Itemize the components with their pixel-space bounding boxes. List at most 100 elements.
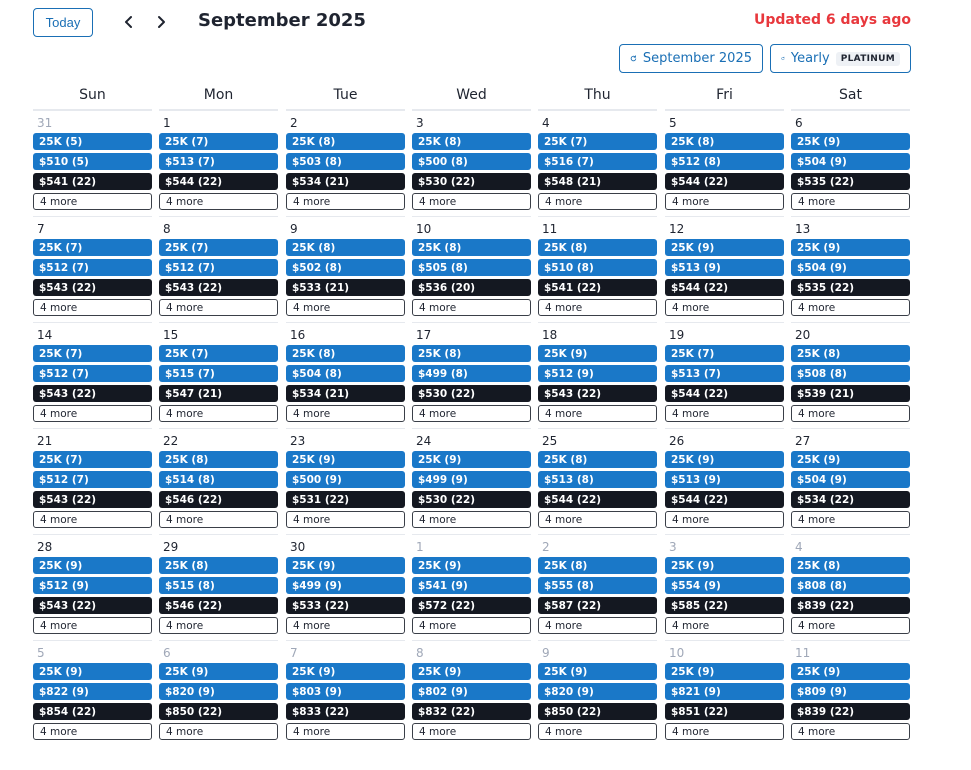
event-price-alt[interactable]: $572 (22)	[412, 597, 531, 614]
calendar-day-cell[interactable]: 1 25K (7) $513 (7) $544 (22) 4 more	[159, 110, 278, 216]
event-points[interactable]: 25K (8)	[538, 451, 657, 468]
event-price[interactable]: $510 (8)	[538, 259, 657, 276]
event-price[interactable]: $555 (8)	[538, 577, 657, 594]
event-price[interactable]: $809 (9)	[791, 683, 910, 700]
calendar-day-cell[interactable]: 2 25K (8) $555 (8) $587 (22) 4 more	[538, 534, 657, 640]
event-price-alt[interactable]: $533 (21)	[286, 279, 405, 296]
calendar-day-cell[interactable]: 1 25K (9) $541 (9) $572 (22) 4 more	[412, 534, 531, 640]
calendar-day-cell[interactable]: 8 25K (9) $802 (9) $832 (22) 4 more	[412, 640, 531, 746]
event-price[interactable]: $502 (8)	[286, 259, 405, 276]
calendar-day-cell[interactable]: 3 25K (8) $500 (8) $530 (22) 4 more	[412, 110, 531, 216]
more-events-button[interactable]: 4 more	[791, 405, 910, 422]
event-price[interactable]: $802 (9)	[412, 683, 531, 700]
calendar-day-cell[interactable]: 5 25K (9) $822 (9) $854 (22) 4 more	[33, 640, 152, 746]
event-price-alt[interactable]: $544 (22)	[665, 491, 784, 508]
next-month-button[interactable]	[149, 10, 173, 34]
event-price[interactable]: $508 (8)	[791, 365, 910, 382]
more-events-button[interactable]: 4 more	[538, 511, 657, 528]
more-events-button[interactable]: 4 more	[286, 193, 405, 210]
event-points[interactable]: 25K (9)	[412, 663, 531, 680]
event-price-alt[interactable]: $530 (22)	[412, 173, 531, 190]
event-price[interactable]: $803 (9)	[286, 683, 405, 700]
calendar-day-cell[interactable]: 23 25K (9) $500 (9) $531 (22) 4 more	[286, 428, 405, 534]
event-price-alt[interactable]: $544 (22)	[538, 491, 657, 508]
event-points[interactable]: 25K (7)	[33, 451, 152, 468]
calendar-day-cell[interactable]: 9 25K (9) $820 (9) $850 (22) 4 more	[538, 640, 657, 746]
event-points[interactable]: 25K (7)	[159, 239, 278, 256]
event-points[interactable]: 25K (8)	[791, 557, 910, 574]
event-price-alt[interactable]: $539 (21)	[791, 385, 910, 402]
event-price-alt[interactable]: $543 (22)	[33, 385, 152, 402]
event-points[interactable]: 25K (9)	[412, 557, 531, 574]
event-price-alt[interactable]: $854 (22)	[33, 703, 152, 720]
event-points[interactable]: 25K (9)	[791, 239, 910, 256]
event-points[interactable]: 25K (9)	[665, 239, 784, 256]
event-price-alt[interactable]: $851 (22)	[665, 703, 784, 720]
event-points[interactable]: 25K (7)	[33, 345, 152, 362]
more-events-button[interactable]: 4 more	[286, 511, 405, 528]
event-price[interactable]: $513 (8)	[538, 471, 657, 488]
more-events-button[interactable]: 4 more	[159, 723, 278, 740]
event-price[interactable]: $820 (9)	[538, 683, 657, 700]
event-points[interactable]: 25K (8)	[665, 133, 784, 150]
event-price[interactable]: $499 (8)	[412, 365, 531, 382]
event-price-alt[interactable]: $544 (22)	[665, 173, 784, 190]
calendar-day-cell[interactable]: 31 25K (5) $510 (5) $541 (22) 4 more	[33, 110, 152, 216]
calendar-day-cell[interactable]: 25 25K (8) $513 (8) $544 (22) 4 more	[538, 428, 657, 534]
event-price[interactable]: $515 (8)	[159, 577, 278, 594]
event-price-alt[interactable]: $546 (22)	[159, 597, 278, 614]
more-events-button[interactable]: 4 more	[412, 617, 531, 634]
more-events-button[interactable]: 4 more	[159, 193, 278, 210]
event-price[interactable]: $500 (8)	[412, 153, 531, 170]
event-price-alt[interactable]: $543 (22)	[538, 385, 657, 402]
event-price-alt[interactable]: $548 (21)	[538, 173, 657, 190]
event-price-alt[interactable]: $850 (22)	[159, 703, 278, 720]
calendar-day-cell[interactable]: 9 25K (8) $502 (8) $533 (21) 4 more	[286, 216, 405, 322]
event-price-alt[interactable]: $543 (22)	[33, 491, 152, 508]
more-events-button[interactable]: 4 more	[412, 299, 531, 316]
calendar-day-cell[interactable]: 27 25K (9) $504 (9) $534 (22) 4 more	[791, 428, 910, 534]
event-price[interactable]: $513 (9)	[665, 259, 784, 276]
event-points[interactable]: 25K (8)	[286, 133, 405, 150]
event-points[interactable]: 25K (8)	[791, 345, 910, 362]
calendar-day-cell[interactable]: 28 25K (9) $512 (9) $543 (22) 4 more	[33, 534, 152, 640]
event-price-alt[interactable]: $534 (22)	[791, 491, 910, 508]
event-points[interactable]: 25K (9)	[286, 557, 405, 574]
event-price-alt[interactable]: $547 (21)	[159, 385, 278, 402]
more-events-button[interactable]: 4 more	[538, 723, 657, 740]
more-events-button[interactable]: 4 more	[665, 723, 784, 740]
event-points[interactable]: 25K (9)	[665, 557, 784, 574]
event-price[interactable]: $505 (8)	[412, 259, 531, 276]
more-events-button[interactable]: 4 more	[159, 299, 278, 316]
more-events-button[interactable]: 4 more	[791, 299, 910, 316]
event-price-alt[interactable]: $832 (22)	[412, 703, 531, 720]
more-events-button[interactable]: 4 more	[33, 193, 152, 210]
event-points[interactable]: 25K (9)	[412, 451, 531, 468]
event-points[interactable]: 25K (7)	[33, 239, 152, 256]
more-events-button[interactable]: 4 more	[791, 617, 910, 634]
month-filter-button[interactable]: September 2025	[619, 44, 763, 73]
event-price-alt[interactable]: $544 (22)	[159, 173, 278, 190]
calendar-day-cell[interactable]: 20 25K (8) $508 (8) $539 (21) 4 more	[791, 322, 910, 428]
event-price-alt[interactable]: $543 (22)	[33, 279, 152, 296]
calendar-day-cell[interactable]: 21 25K (7) $512 (7) $543 (22) 4 more	[33, 428, 152, 534]
calendar-day-cell[interactable]: 6 25K (9) $820 (9) $850 (22) 4 more	[159, 640, 278, 746]
event-price[interactable]: $513 (7)	[665, 365, 784, 382]
calendar-day-cell[interactable]: 11 25K (9) $809 (9) $839 (22) 4 more	[791, 640, 910, 746]
event-price[interactable]: $510 (5)	[33, 153, 152, 170]
calendar-day-cell[interactable]: 2 25K (8) $503 (8) $534 (21) 4 more	[286, 110, 405, 216]
event-price-alt[interactable]: $543 (22)	[159, 279, 278, 296]
more-events-button[interactable]: 4 more	[33, 405, 152, 422]
event-points[interactable]: 25K (9)	[791, 663, 910, 680]
calendar-day-cell[interactable]: 6 25K (9) $504 (9) $535 (22) 4 more	[791, 110, 910, 216]
more-events-button[interactable]: 4 more	[159, 405, 278, 422]
more-events-button[interactable]: 4 more	[538, 299, 657, 316]
calendar-day-cell[interactable]: 5 25K (8) $512 (8) $544 (22) 4 more	[665, 110, 784, 216]
calendar-day-cell[interactable]: 15 25K (7) $515 (7) $547 (21) 4 more	[159, 322, 278, 428]
calendar-day-cell[interactable]: 11 25K (8) $510 (8) $541 (22) 4 more	[538, 216, 657, 322]
event-price[interactable]: $513 (9)	[665, 471, 784, 488]
calendar-day-cell[interactable]: 10 25K (8) $505 (8) $536 (20) 4 more	[412, 216, 531, 322]
event-price[interactable]: $808 (8)	[791, 577, 910, 594]
event-price[interactable]: $504 (9)	[791, 259, 910, 276]
event-points[interactable]: 25K (8)	[538, 557, 657, 574]
